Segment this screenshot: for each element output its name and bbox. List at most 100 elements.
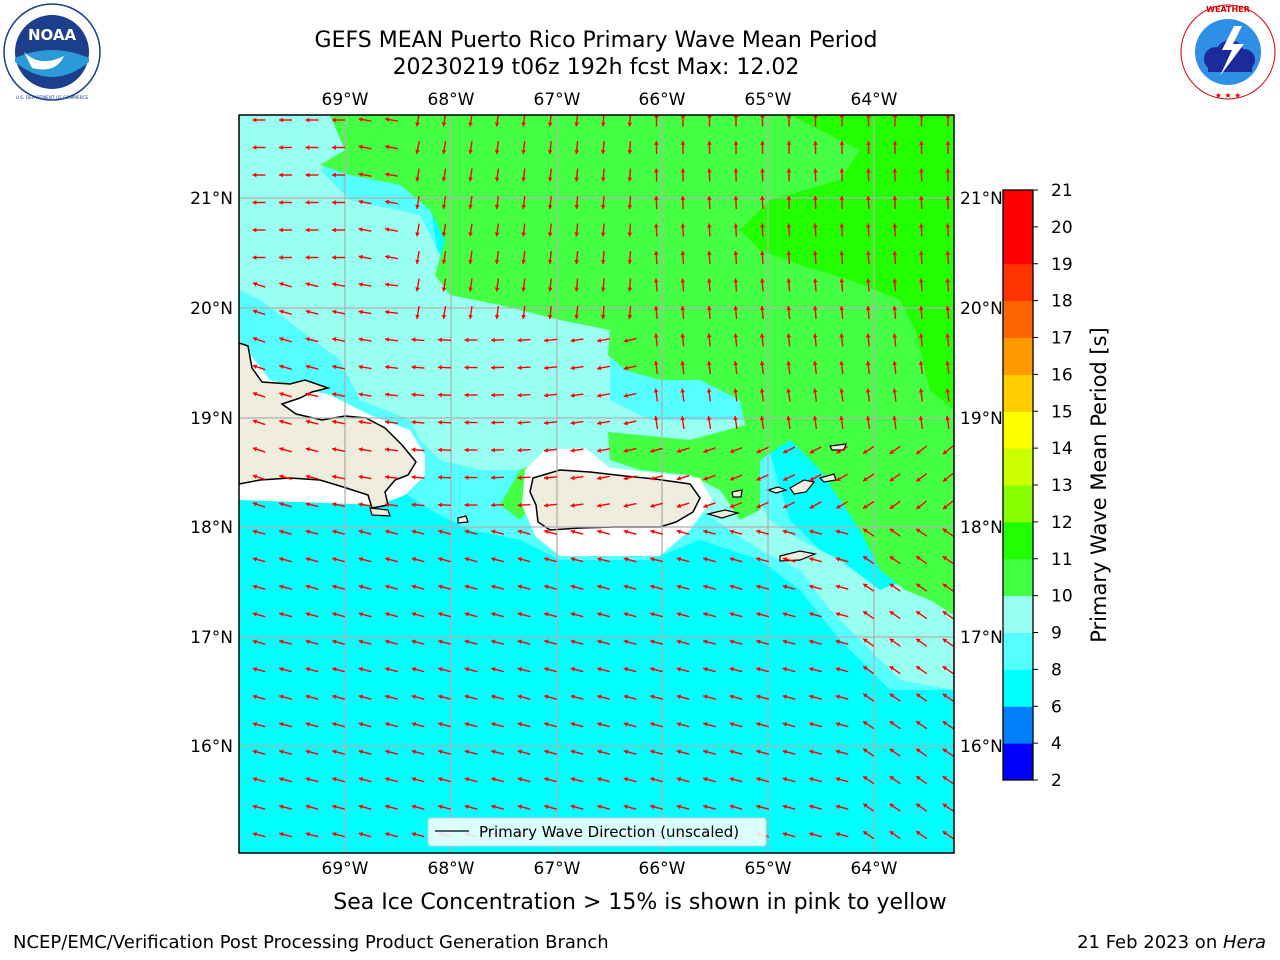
- wave-arrow-head: [703, 777, 708, 782]
- wave-arrow-head: [809, 667, 814, 672]
- wave-arrow-head: [916, 638, 921, 643]
- wave-arrow-head: [733, 388, 738, 393]
- wave-arrow-head: [570, 694, 576, 700]
- wave-arrow-head: [468, 204, 473, 209]
- wave-arrow-head: [809, 449, 815, 454]
- wave-arrow-head: [544, 502, 549, 508]
- wave-arrow-head: [729, 694, 735, 700]
- wave-arrow-head: [468, 232, 473, 237]
- wave-arrow-head: [733, 361, 739, 366]
- wave-arrow-head: [517, 694, 523, 700]
- wave-arrow-head: [521, 149, 527, 154]
- wave-arrow-head: [574, 232, 580, 237]
- wave-arrow-head: [491, 639, 496, 645]
- vieques-island: [705, 509, 741, 519]
- wave-arrow-head: [570, 338, 575, 343]
- wave-arrow-head: [786, 388, 791, 393]
- legend-label: Primary Wave Direction (unscaled): [479, 823, 739, 841]
- wave-arrow-head: [305, 200, 310, 205]
- wave-arrow-head: [332, 502, 337, 507]
- wave-arrow-head: [680, 223, 686, 228]
- wave-arrow-head: [782, 804, 788, 810]
- wave-arrow-head: [517, 420, 522, 426]
- wave-arrow-head: [491, 749, 496, 755]
- colorbar-tick-label: 15: [1051, 402, 1073, 422]
- wave-arrow-head: [547, 259, 553, 264]
- wave-arrow-head: [305, 557, 311, 562]
- wave-arrow-head: [812, 306, 818, 311]
- wave-arrow-head: [491, 694, 496, 700]
- wave-arrow-head: [464, 804, 470, 810]
- wave-arrow-head: [358, 144, 363, 150]
- wave-arrow-head: [358, 447, 363, 452]
- wave-arrow-head: [358, 584, 364, 590]
- wave-arrow-head: [945, 196, 951, 200]
- wave-arrow-head: [680, 333, 686, 338]
- wave-arrow-head: [468, 314, 473, 319]
- wave-arrow-head: [305, 282, 310, 287]
- wave-arrow-head: [305, 639, 311, 645]
- wave-arrow-head: [706, 416, 712, 421]
- wave-arrow-head: [654, 223, 659, 228]
- wave-arrow-head: [597, 777, 602, 782]
- wave-arrow-head: [385, 694, 390, 700]
- wave-arrow-head: [676, 804, 682, 810]
- wave-arrow-head: [491, 502, 495, 508]
- wave-arrow-head: [279, 502, 284, 507]
- wave-arrow-head: [385, 502, 390, 507]
- wave-arrow-head: [892, 306, 898, 311]
- wave-arrow-head: [332, 447, 337, 452]
- wave-arrow-head: [623, 612, 629, 617]
- wave-arrow-head: [332, 200, 336, 205]
- wave-arrow-head: [865, 306, 871, 311]
- wave-arrow-head: [812, 278, 818, 283]
- wave-arrow-head: [415, 232, 420, 237]
- wave-arrow-head: [305, 392, 310, 397]
- wave-arrow-head: [441, 232, 447, 237]
- wave-arrow-head: [729, 529, 735, 535]
- wave-arrow-head: [494, 177, 500, 182]
- wave-arrow-head: [547, 149, 553, 154]
- wave-arrow-head: [464, 529, 470, 535]
- wave-arrow-head: [279, 364, 284, 370]
- wave-arrow-head: [332, 337, 337, 342]
- wave-arrow-head: [863, 504, 868, 509]
- wave-arrow-head: [441, 177, 447, 182]
- wave-arrow-head: [358, 804, 364, 810]
- wave-arrow-head: [756, 476, 762, 481]
- wave-arrow-head: [385, 282, 390, 287]
- wave-arrow-head: [918, 388, 924, 393]
- wave-arrow-head: [835, 667, 841, 672]
- lon-label-bottom-66: 66°W: [639, 859, 686, 879]
- wave-arrow-head: [892, 223, 898, 228]
- wave-arrow-head: [703, 503, 708, 509]
- wave-arrow-head: [332, 639, 337, 645]
- lon-label-bottom-69: 69°W: [322, 859, 369, 879]
- wave-arrow-head: [415, 259, 420, 264]
- wave-arrow-head: [464, 639, 470, 645]
- wave-arrow-head: [623, 557, 629, 562]
- wave-arrow-head: [521, 204, 527, 209]
- wave-arrow-head: [839, 251, 845, 256]
- colorbar-bin: [1003, 448, 1033, 486]
- wave-arrow-head: [411, 392, 416, 398]
- wave-arrow-head: [544, 667, 549, 672]
- wave-arrow-head: [438, 392, 442, 398]
- wave-arrow-head: [835, 749, 841, 755]
- wave-arrow-head: [627, 149, 633, 154]
- wave-arrow-head: [411, 529, 417, 535]
- wave-arrow-head: [942, 449, 948, 455]
- wave-arrow-head: [863, 831, 868, 836]
- wave-arrow-head: [521, 314, 527, 319]
- wave-arrow-head: [600, 287, 606, 292]
- wave-arrow-head: [863, 638, 868, 643]
- wave-arrow-head: [252, 557, 258, 562]
- wave-arrow-head: [464, 365, 469, 370]
- wave-arrow-head: [468, 287, 473, 292]
- wave-arrow-head: [544, 557, 549, 562]
- wave-arrow-head: [703, 448, 708, 454]
- wave-arrow-head: [279, 309, 284, 315]
- wave-arrow-head: [517, 667, 523, 672]
- wave-arrow-head: [889, 528, 895, 533]
- wave-arrow-head: [835, 529, 841, 535]
